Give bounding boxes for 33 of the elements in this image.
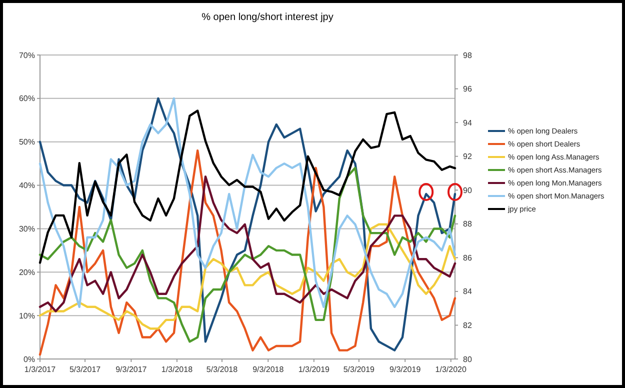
y2-tick-label: 94 [463,118,472,128]
line-series [38,176,456,312]
x-tick-label: 1/3/2020 [435,365,467,374]
y-tick-label: 10% [18,311,35,320]
y2-tick-label: 96 [463,84,472,94]
y-tick-label: 0% [23,354,35,364]
x-tick-label: 1/3/2019 [298,365,330,374]
chart-title: % open long/short interest jpy [202,12,334,23]
x-tick-label: 1/3/2017 [24,365,56,374]
y-tick-label: 50% [18,138,35,147]
y2-tick-label: 98 [463,50,472,60]
y2-tick-label: 82 [463,321,472,330]
y2-tick-label: 92 [463,152,472,162]
line-series [38,223,456,330]
x-tick-label: 5/3/2017 [69,365,102,374]
line-series [38,110,456,264]
x-tick-label: 5/3/2019 [343,365,376,374]
y2-tick-label: 90 [463,186,472,195]
x-tick-label: 1/3/2018 [161,365,194,374]
x-tick-label: 9/3/2018 [252,365,284,374]
y-tick-label: 70% [18,50,35,60]
y-tick-label: 60% [18,94,35,104]
y2-tick-label: 84 [463,287,472,296]
x-tick-label: 9/3/2017 [116,365,148,374]
y-tick-label: 20% [18,268,35,277]
x-tick-label: 5/3/2018 [206,365,238,374]
y2-tick-label: 86 [463,253,472,262]
y2-tick-label: 80 [463,354,472,364]
y2-tick-label: 88 [463,220,472,229]
x-tick-label: 9/3/2019 [390,365,422,374]
line-series [38,97,456,308]
y-tick-label: 30% [18,224,35,234]
y-tick-label: 40% [18,181,35,190]
